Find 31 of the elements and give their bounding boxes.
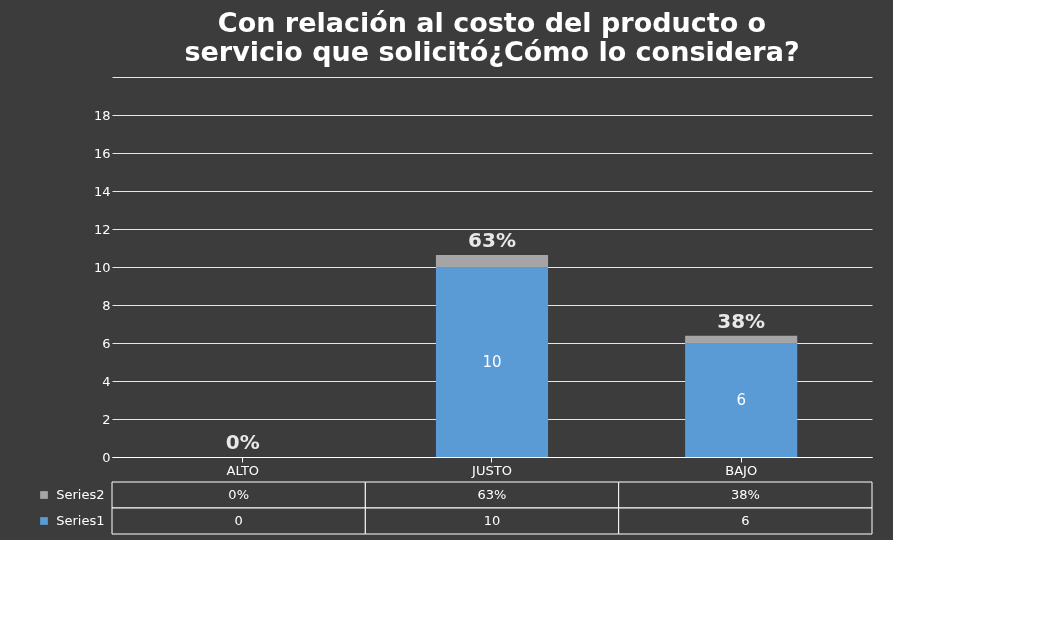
x-tick-label: ALTO [226,462,260,478]
data-label: 6 [741,513,750,528]
text: 63% [468,228,516,253]
x-tick-label: BAJO [725,462,758,478]
legend-label: Series1 [56,513,105,528]
y-tick-label: 0 [102,449,111,465]
y-tick-label: 6 [102,335,111,351]
bar [685,343,798,457]
y-tick-label: 14 [93,183,111,199]
y-tick-label: 8 [102,297,111,313]
y-tick-label: 2 [102,411,111,427]
data-label: 0% [228,487,249,502]
text: 10 [482,353,502,371]
data-label: 0 [234,513,243,528]
text: 0% [225,430,260,454]
data-label: 63% [477,487,507,502]
y-tick-label: 12 [93,221,111,237]
data-label: 10 [483,513,501,528]
x-tick-label: JUSTO [471,462,512,478]
data-label: 38% [730,487,760,502]
text: 38% [717,308,766,333]
y-tick-label: 16 [93,145,111,161]
legend-label: Series2 [56,487,105,502]
bar [435,267,549,457]
chart-title: Con relación al costo del producto o servicio que solicitó¿Cómo lo considera? [184,7,800,67]
y-tick-label: 18 [93,107,111,123]
bar [685,335,798,343]
y-tick-label: 4 [102,373,111,389]
text: 6 [736,391,746,409]
bar [435,255,549,267]
y-tick-label: 10 [93,259,111,275]
